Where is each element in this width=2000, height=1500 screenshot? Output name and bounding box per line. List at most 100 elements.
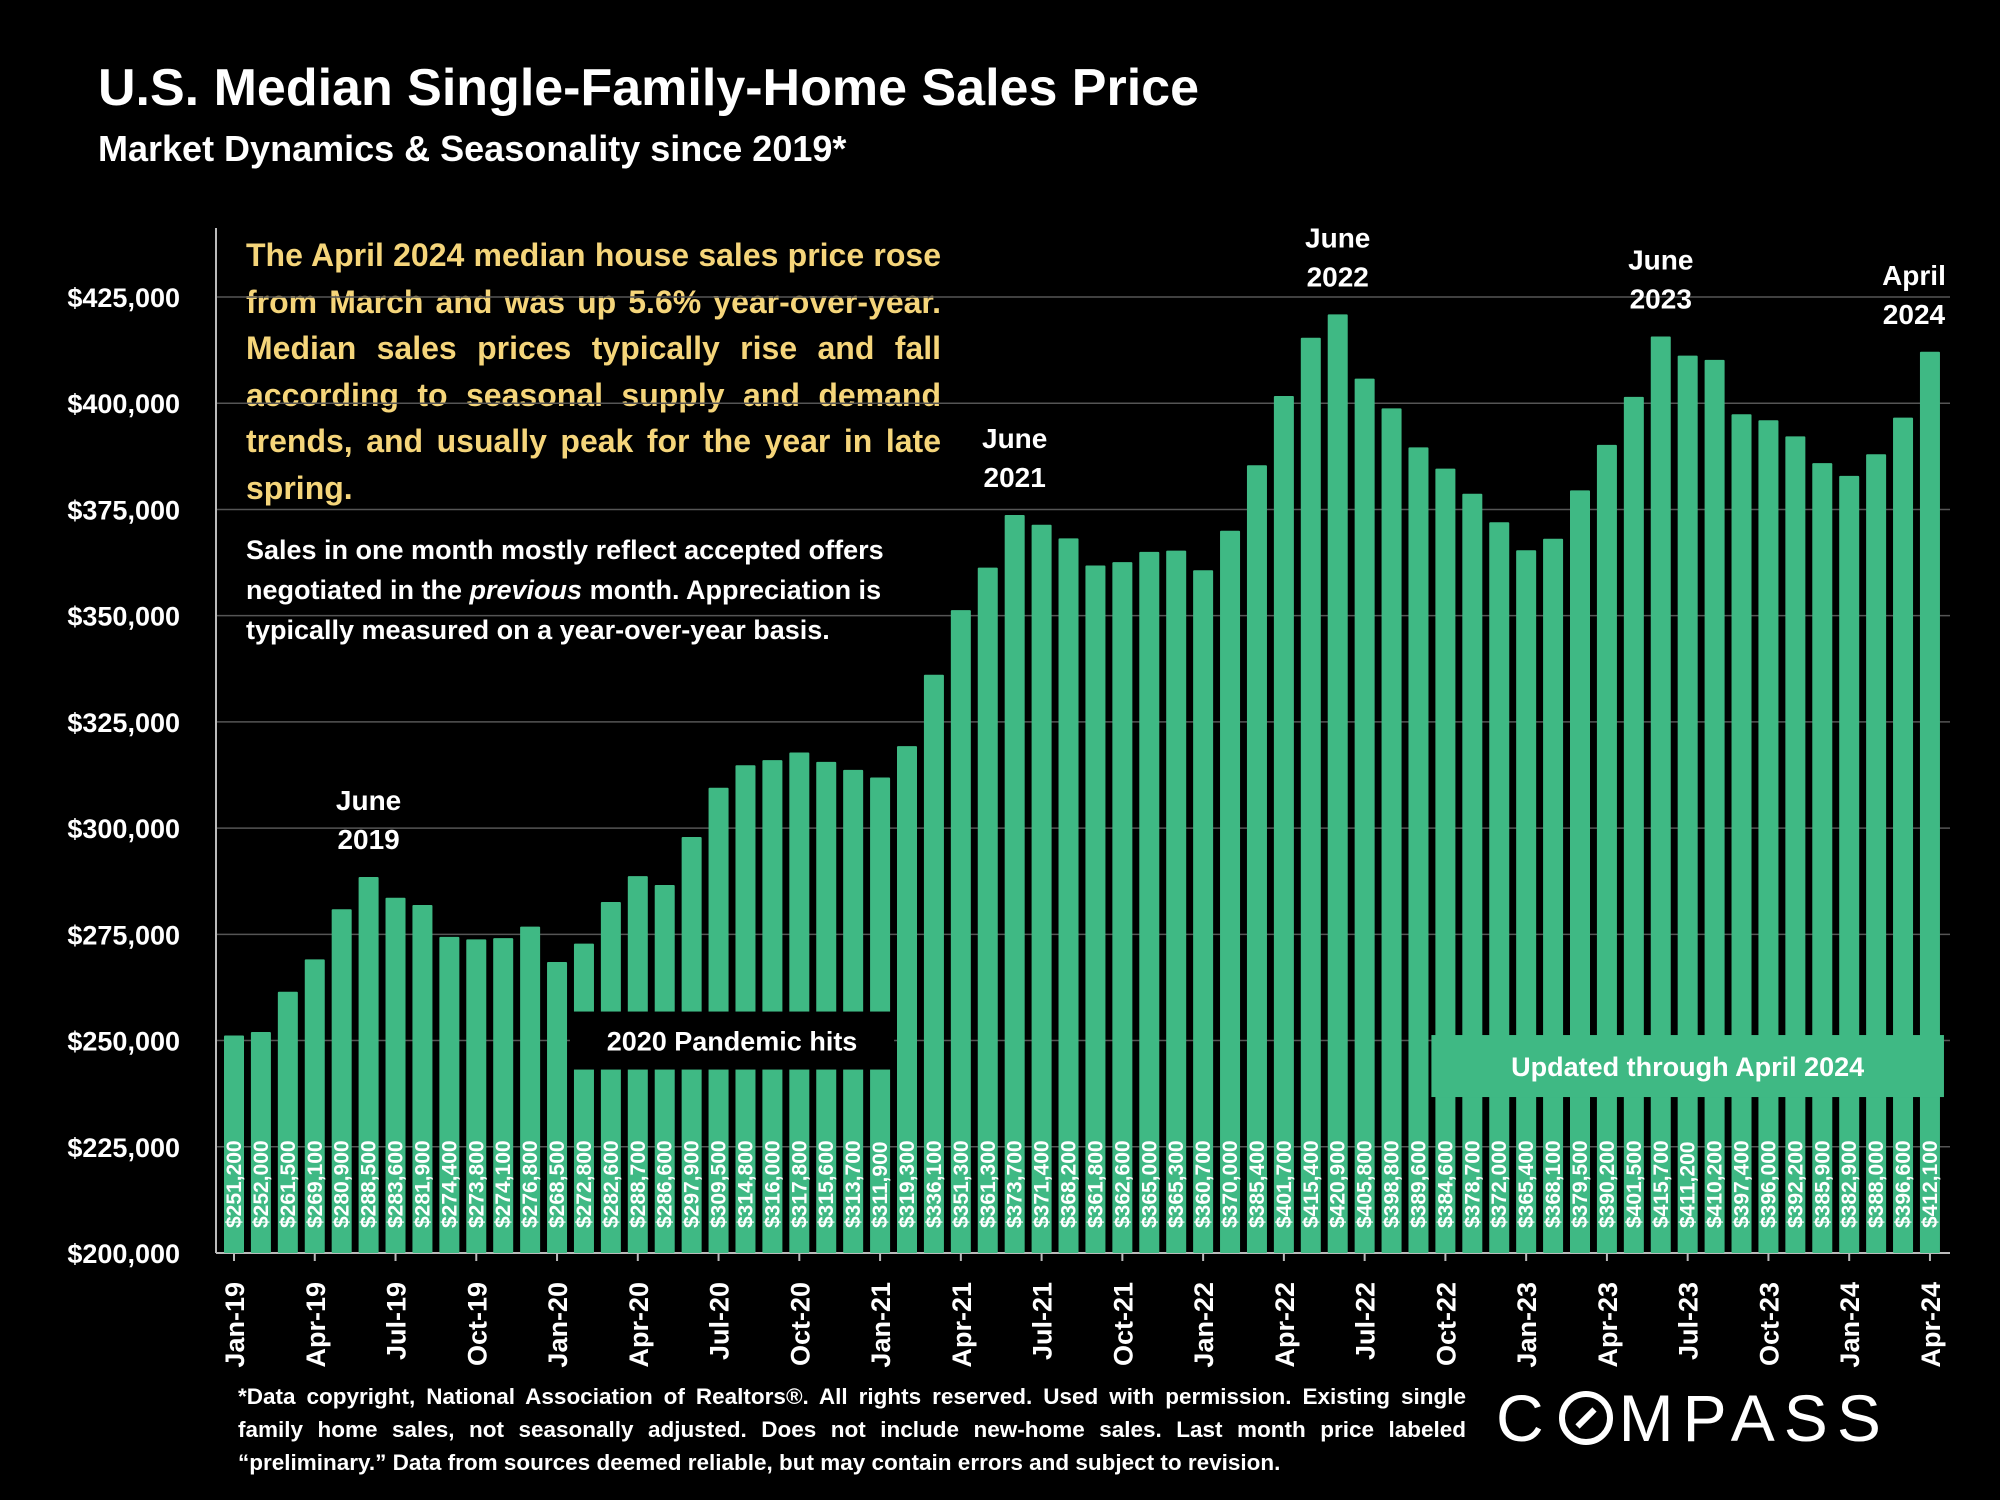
bar — [1731, 414, 1752, 1253]
bar — [1435, 468, 1456, 1253]
bar — [1058, 538, 1079, 1253]
bar — [1623, 396, 1644, 1253]
bar — [412, 905, 433, 1253]
data-label: $315,600 — [815, 1140, 838, 1228]
data-label: $276,800 — [519, 1140, 542, 1228]
bar — [1677, 355, 1698, 1254]
bar — [1220, 530, 1241, 1253]
note-text-before: Sales in one month mostly reflect accept… — [246, 535, 884, 605]
bar — [1866, 454, 1887, 1254]
data-label: $319,300 — [896, 1140, 919, 1228]
bar — [277, 991, 298, 1253]
data-label: $361,300 — [977, 1140, 1000, 1228]
y-tick-label: $225,000 — [67, 1133, 180, 1163]
footnote: *Data copyright, National Association of… — [238, 1384, 1466, 1475]
bar — [1004, 514, 1025, 1253]
x-tick-label: Apr-21 — [947, 1282, 977, 1368]
bar — [1112, 562, 1133, 1253]
x-tick-label: Jan-24 — [1835, 1282, 1865, 1368]
x-tick-label: Oct-23 — [1754, 1282, 1784, 1366]
data-label: $388,000 — [1865, 1140, 1888, 1228]
data-label: $314,800 — [734, 1140, 757, 1228]
peak-annotation: April — [1882, 260, 1946, 291]
bar — [1596, 444, 1617, 1253]
bar — [1273, 395, 1294, 1253]
compass-logo: C MPASS — [1496, 1380, 1890, 1456]
data-label: $372,000 — [1488, 1140, 1511, 1228]
peak-annotation: 2024 — [1883, 299, 1946, 330]
data-label: $396,600 — [1892, 1140, 1915, 1228]
data-label: $397,400 — [1731, 1140, 1754, 1228]
data-label: $396,000 — [1757, 1140, 1780, 1228]
data-label: $283,600 — [385, 1140, 408, 1228]
data-label: $420,900 — [1327, 1140, 1350, 1228]
bar — [735, 765, 756, 1253]
note-text: Sales in one month mostly reflect accept… — [246, 530, 936, 650]
y-tick-label: $325,000 — [67, 708, 180, 738]
data-label: $273,800 — [465, 1140, 488, 1228]
data-label: $382,900 — [1838, 1140, 1861, 1228]
callout-box — [569, 1011, 895, 1070]
data-label: $411,200 — [1677, 1142, 1700, 1228]
peak-annotation: June — [982, 423, 1047, 454]
bar — [1246, 465, 1267, 1254]
data-label: $365,000 — [1138, 1140, 1161, 1228]
data-label: $378,700 — [1461, 1140, 1484, 1228]
data-label: $368,200 — [1058, 1140, 1081, 1228]
data-label: $360,700 — [1192, 1140, 1215, 1228]
bar — [1085, 565, 1106, 1253]
bar — [977, 567, 998, 1253]
x-tick-label: Apr-20 — [624, 1282, 654, 1368]
data-label: $373,700 — [1004, 1140, 1027, 1228]
data-label: $251,200 — [223, 1140, 246, 1228]
bar — [1704, 359, 1725, 1253]
bar — [789, 752, 810, 1253]
data-label: $268,500 — [546, 1140, 569, 1228]
peak-annotation: June — [1305, 222, 1370, 253]
data-label: $415,700 — [1650, 1140, 1673, 1228]
data-label: $252,000 — [250, 1140, 273, 1228]
data-label: $361,800 — [1084, 1140, 1107, 1228]
data-labels: $251,200 $252,000 $261,500 $269,100 $280,900… — [223, 1140, 1942, 1228]
bar — [1327, 314, 1348, 1254]
data-label: $286,600 — [654, 1140, 677, 1228]
bar — [1839, 475, 1860, 1253]
bar — [923, 674, 944, 1253]
x-axis: Jan-19 Apr-19 Jul-19 Oct-19 Jan-20 Apr-20 Jul-… — [220, 1253, 1946, 1368]
x-tick-label: Oct-21 — [1108, 1282, 1138, 1366]
data-label: $371,400 — [1031, 1140, 1054, 1228]
logo-text-before: C — [1496, 1381, 1553, 1455]
y-tick-label: $425,000 — [67, 283, 180, 313]
data-label: $389,600 — [1407, 1140, 1430, 1228]
data-label: $368,100 — [1542, 1140, 1565, 1228]
data-label: $311,900 — [869, 1142, 892, 1228]
peak-annotation: 2022 — [1307, 261, 1369, 292]
data-label: $401,500 — [1623, 1140, 1646, 1228]
x-tick-label: Jan-20 — [543, 1282, 573, 1368]
callout-label: Updated through April 2024 — [1511, 1052, 1864, 1082]
x-tick-label: Jan-21 — [866, 1282, 896, 1368]
data-label: $272,800 — [573, 1140, 596, 1228]
bar — [547, 961, 568, 1253]
bar — [1462, 493, 1483, 1254]
bar — [950, 610, 971, 1253]
data-label: $415,400 — [1300, 1140, 1323, 1228]
bar — [1031, 524, 1052, 1253]
bar — [385, 897, 406, 1253]
bars — [224, 314, 1940, 1254]
commentary-text: The April 2024 median house sales price … — [246, 237, 941, 506]
y-tick-label: $300,000 — [67, 814, 180, 844]
bar — [358, 876, 379, 1253]
data-label: $288,500 — [358, 1140, 381, 1228]
data-label: $390,200 — [1596, 1140, 1619, 1228]
bar — [466, 939, 487, 1253]
page-subtitle: Market Dynamics & Seasonality since 2019… — [98, 128, 847, 169]
x-tick-label: Apr-19 — [301, 1282, 331, 1368]
bar — [762, 760, 783, 1253]
data-label: $269,100 — [304, 1140, 327, 1228]
data-label: $313,700 — [842, 1140, 865, 1228]
bar — [897, 746, 917, 1253]
logo-text-after: MPASS — [1618, 1381, 1890, 1455]
x-tick-label: Jul-19 — [382, 1282, 412, 1360]
bar — [304, 959, 325, 1253]
